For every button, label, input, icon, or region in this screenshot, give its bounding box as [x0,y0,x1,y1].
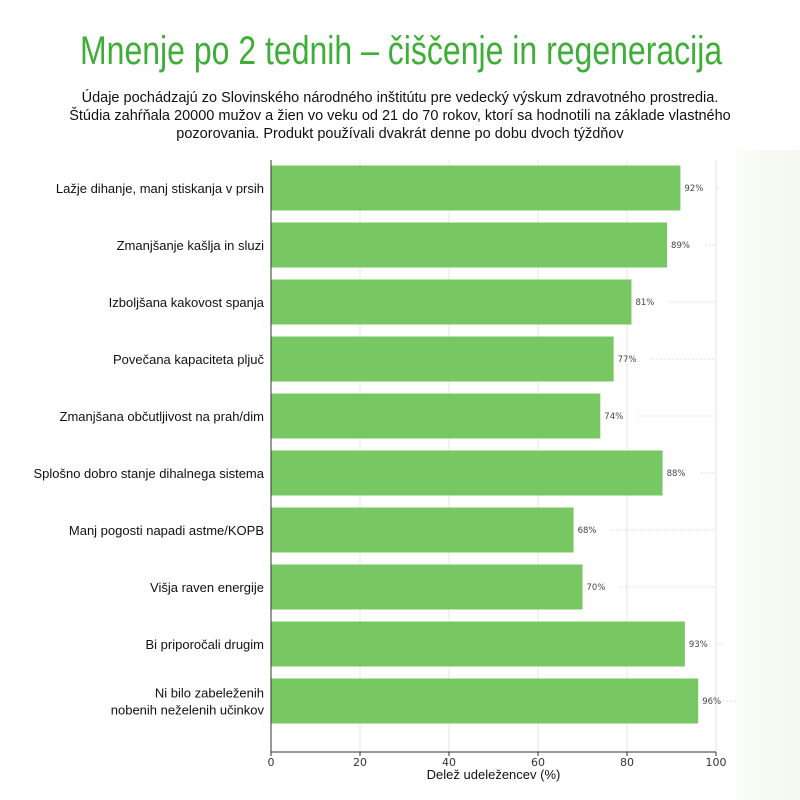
bar-data-label: 77% [618,355,637,365]
bar [271,279,632,325]
x-tick-label: 60 [531,756,545,769]
bar [271,165,681,211]
category-label: Splošno dobro stanje dihalnega sistema [33,466,264,481]
category-label: Ni bilo zabeleženih [155,686,264,701]
category-label: Izboljšana kakovost spanja [109,295,265,310]
bar-data-label: 89% [671,241,690,251]
bar-data-label: 88% [667,469,686,479]
category-label: Lažje dihanje, manj stiskanja v prsih [56,181,264,196]
category-label: Zmanjšana občutljivost na prah/dim [60,409,265,424]
bar-data-label: 96% [702,697,721,707]
category-label: Zmanjšanje kašlja in sluzi [117,238,265,253]
x-tick-label: 20 [353,756,367,769]
subtitle-line-1: Údaje pochádzajú zo Slovinského národnéh… [81,90,719,106]
x-tick-label: 0 [268,756,275,769]
category-label: Višja raven energije [150,580,264,595]
bar [271,564,583,610]
bar-data-label: 74% [604,412,623,422]
bar [271,336,614,382]
chart-title: Mnenje po 2 tednih – čiščenje in regener… [80,29,723,73]
bar-data-label: 92% [684,184,703,194]
category-label: nobenih neželenih učinkov [111,703,265,718]
bar [271,621,685,667]
subtitle-line-3: pozorovania. Produkt používali dvakrát d… [176,126,624,142]
bar [271,450,663,496]
bar [271,222,668,268]
bar [271,507,574,553]
bar-data-label: 68% [578,526,597,536]
bar-data-label: 70% [587,583,606,593]
category-label: Povečana kapaciteta pljuč [113,352,265,367]
background-panel [735,150,800,800]
category-label: Bi priporočali drugim [146,637,265,652]
bar-data-label: 81% [635,298,654,308]
x-tick-label: 40 [442,756,456,769]
bar-data-label: 93% [689,640,708,650]
x-axis-label: Delež udeležencev (%) [427,767,561,782]
x-tick-label: 100 [706,756,727,769]
bar [271,678,699,724]
subtitle-line-2: Štúdia zahŕňala 20000 mužov a žien vo ve… [69,108,731,124]
x-tick-label: 80 [620,756,634,769]
bar [271,393,601,439]
category-label: Manj pogosti napadi astme/KOPB [69,523,264,538]
